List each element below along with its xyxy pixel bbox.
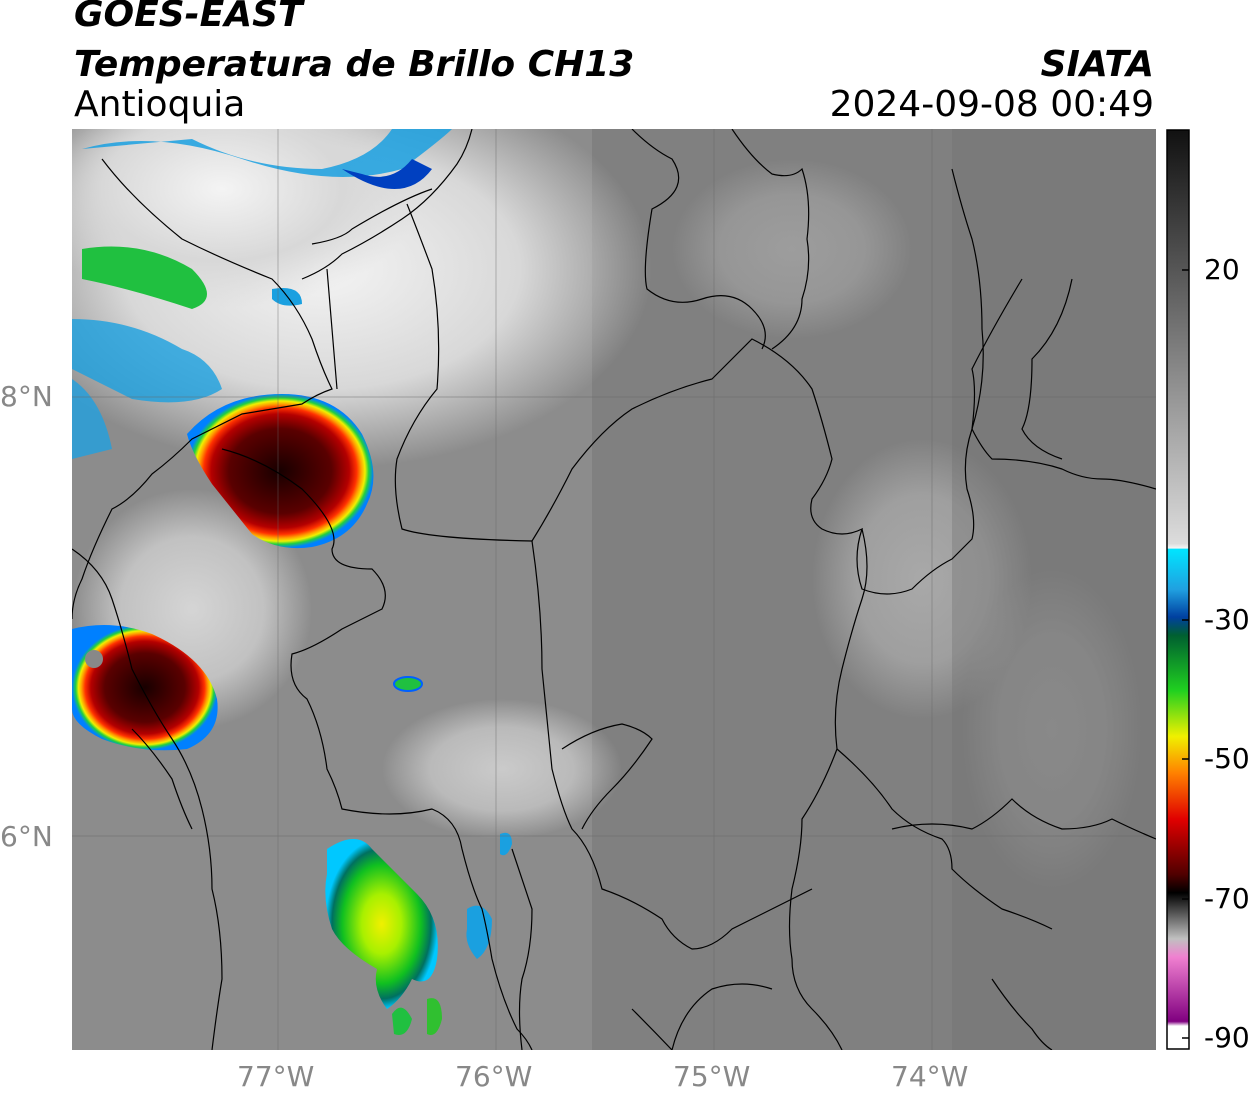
colorbar-tick-minus50: -50 [1204,742,1250,775]
colorbar-tick-minus70: -70 [1204,882,1250,915]
colorbar-tick-20: 20 [1204,253,1240,286]
colorbar [1166,129,1190,1050]
region-title: Antioquia [74,84,246,125]
lon-label-77w: 77°W [237,1060,315,1093]
product-title: Temperatura de Brillo CH13 [74,44,635,85]
storm-cell-west [72,625,218,751]
satellite-title: GOES-EAST [74,0,303,35]
lat-label-6n: 6°N [0,820,53,853]
graticule [72,129,1156,1050]
agency-title: SIATA [1040,44,1154,85]
satellite-map [72,129,1156,1050]
colorbar-tick-minus30: -30 [1204,603,1250,636]
lon-label-76w: 76°W [455,1060,533,1093]
datetime-title: 2024-09-08 00:49 [829,84,1154,125]
colorbar-tick-minus90: -90 [1204,1021,1250,1054]
storm-cell-north [187,394,374,549]
lat-label-8n: 8°N [0,380,53,413]
lon-label-74w: 74°W [891,1060,969,1093]
green-cell-south [325,839,438,1009]
lon-label-75w: 75°W [673,1060,751,1093]
boundaries [72,129,1156,1050]
